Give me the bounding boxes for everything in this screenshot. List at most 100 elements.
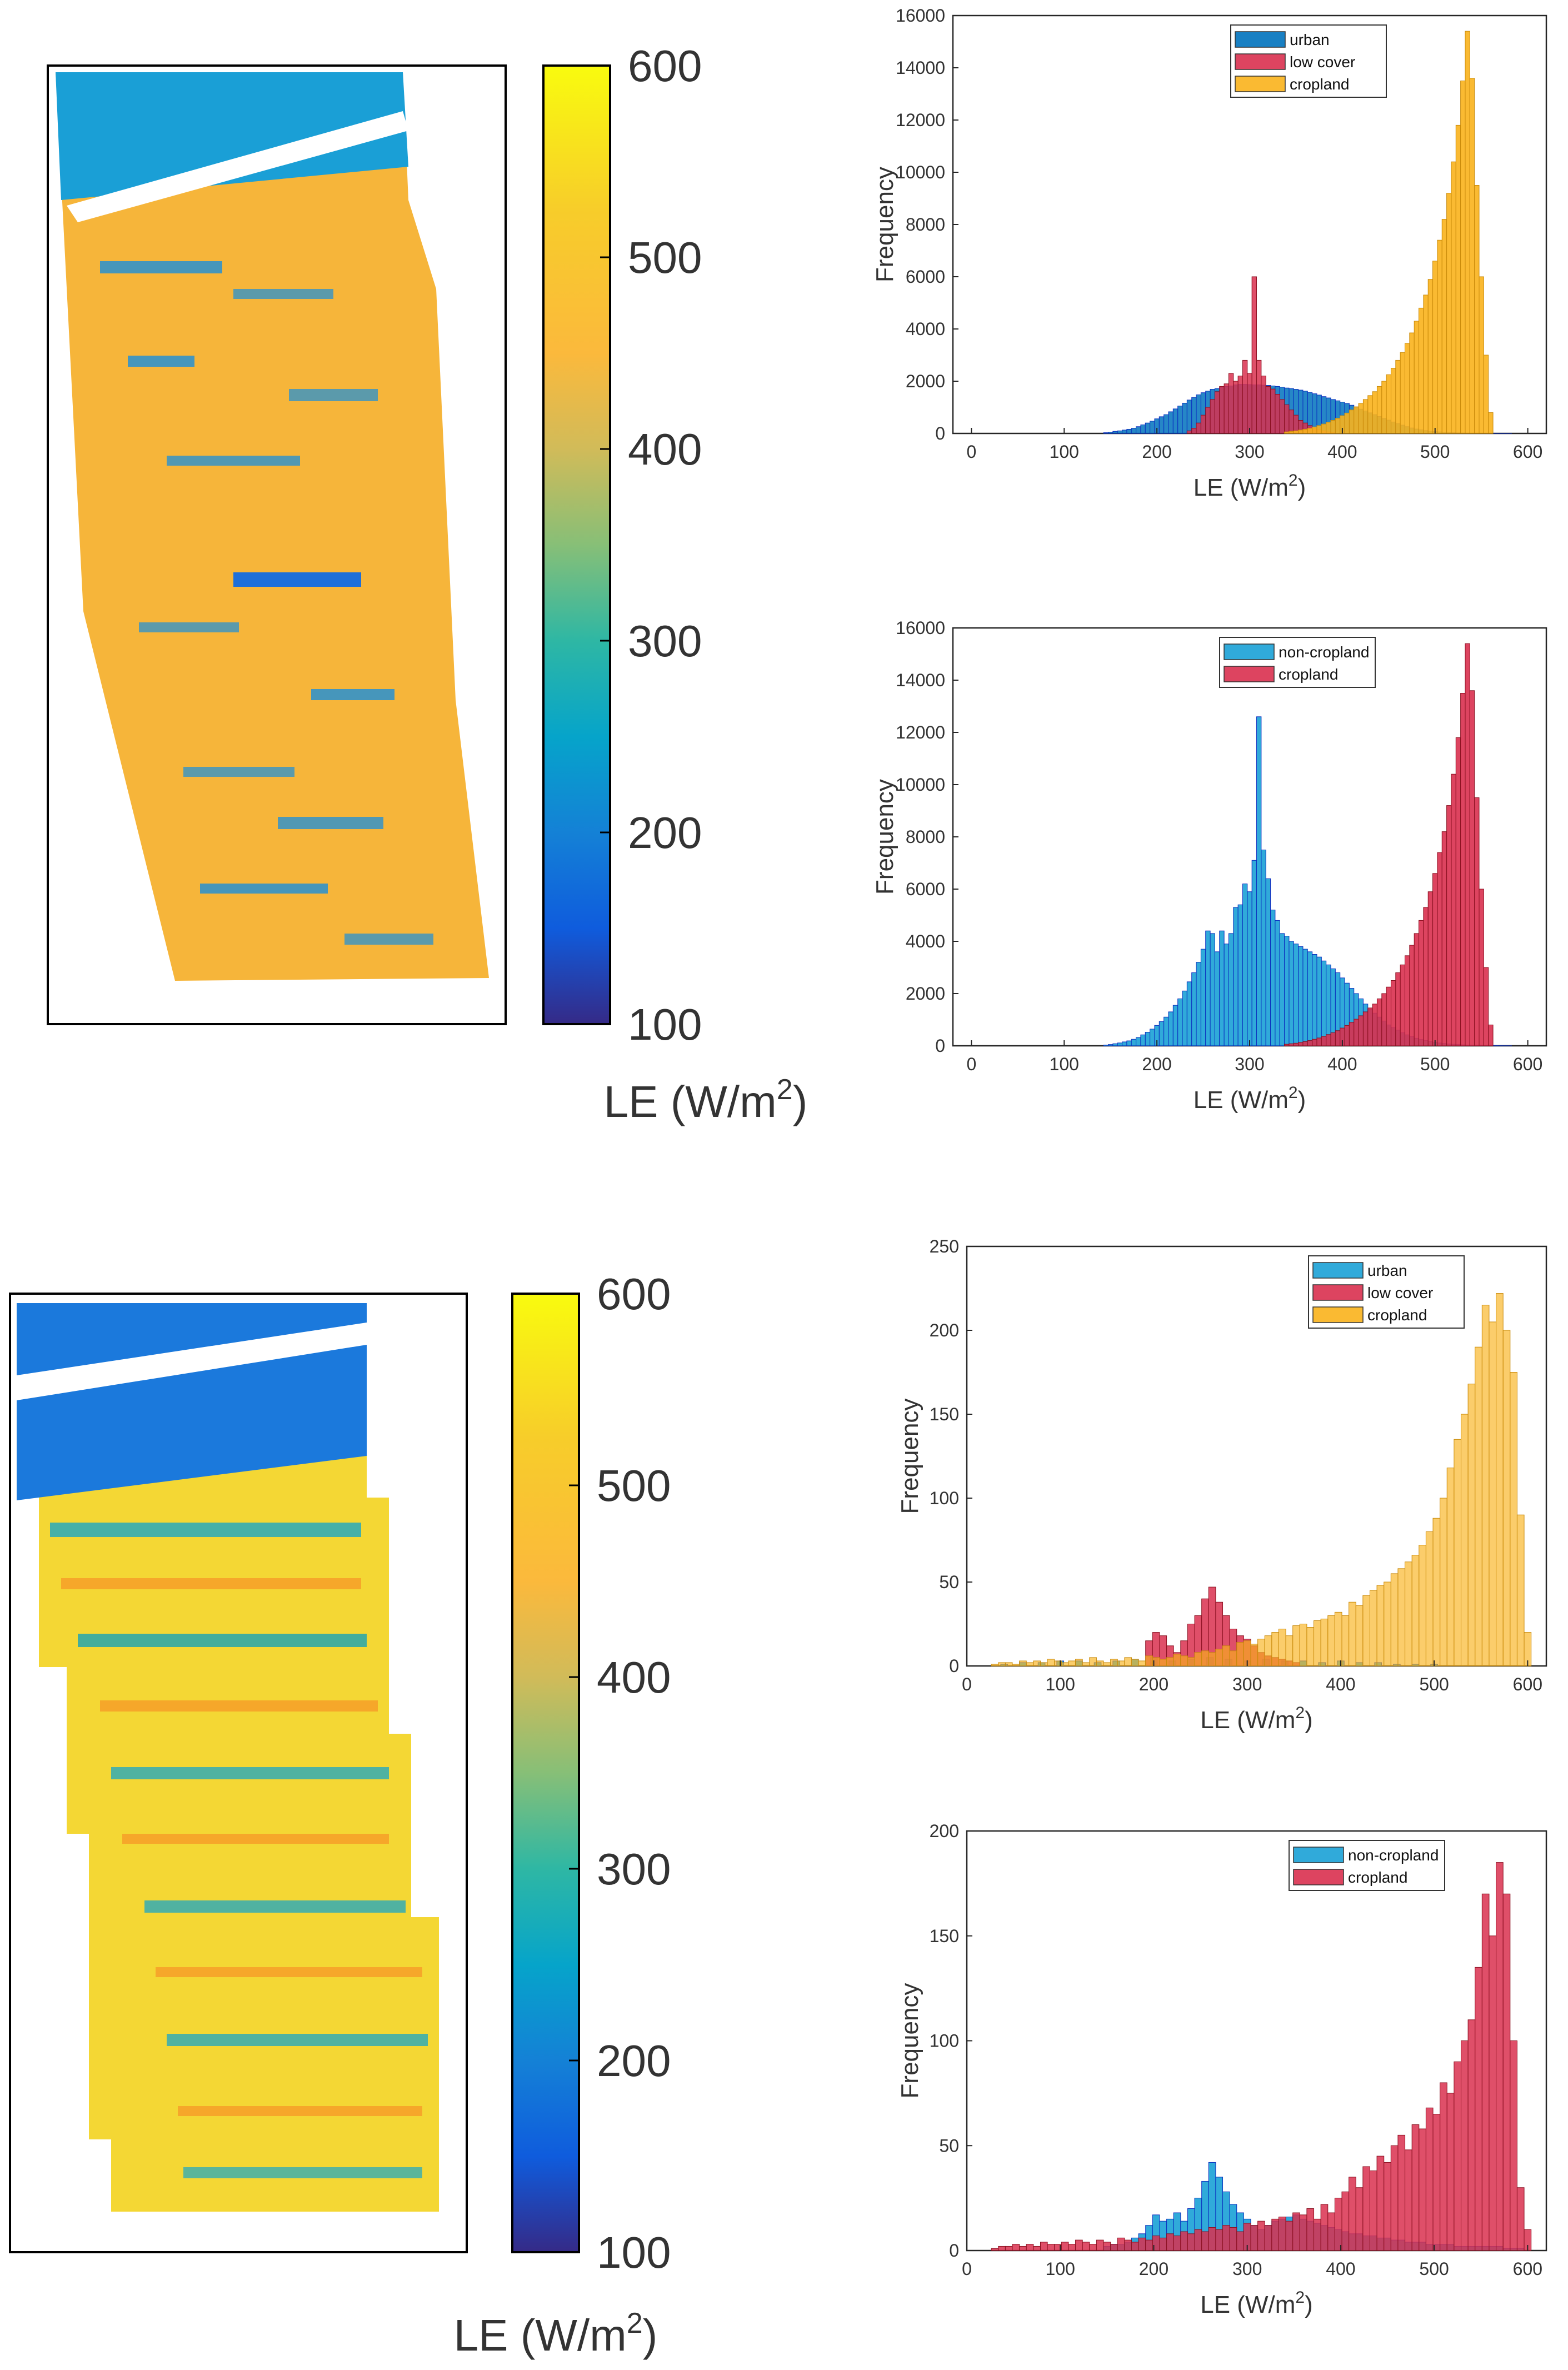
histogram-bar (1483, 355, 1489, 434)
histogram-bar (1454, 2061, 1461, 2251)
y-tick-label: 2000 (906, 984, 945, 1004)
histogram-bar (1061, 2242, 1069, 2251)
histogram-bar (1320, 2204, 1329, 2251)
histogram-bar (1166, 2233, 1174, 2251)
histogram-bar (1168, 411, 1173, 434)
x-axis-label: LE (W/m2) (1200, 1704, 1312, 1734)
histogram-bar (1326, 964, 1331, 1046)
x-tick-label: 200 (1139, 2259, 1168, 2279)
histogram-bar (1186, 981, 1192, 1046)
legend-swatch (1224, 643, 1275, 660)
histogram-bar (1168, 1011, 1173, 1046)
histogram-bar (1140, 1034, 1146, 1046)
histogram-bar (1191, 428, 1197, 434)
histogram-bar (1047, 1659, 1055, 1667)
histogram-bar (1386, 986, 1391, 1046)
series-non-cropland (1103, 716, 1512, 1046)
histogram-bar (1489, 1321, 1497, 1667)
histogram-bar (1409, 332, 1415, 434)
histogram-bar (1349, 1601, 1356, 1667)
legend-swatch (1293, 1869, 1344, 1885)
histogram-bar (1082, 2242, 1090, 2251)
histogram-bar (1376, 1585, 1385, 1667)
legend-swatch (1235, 53, 1286, 70)
histogram-bar (1358, 403, 1364, 434)
histogram-bar (1131, 428, 1137, 434)
histogram-bar (1474, 185, 1480, 434)
histogram-bar (1284, 936, 1290, 1046)
histogram-bar (1096, 2239, 1104, 2251)
y-axis-label: Frequency (896, 1399, 923, 1514)
histogram-bar (1228, 933, 1234, 1046)
histogram-bar (1180, 1655, 1188, 1667)
histogram-bar (1117, 430, 1123, 434)
histogram-bar (1131, 1039, 1137, 1046)
histogram-bar (1376, 998, 1382, 1046)
histogram-bar (1219, 930, 1225, 1046)
x-tick-label: 600 (1513, 442, 1542, 462)
histogram-bar (1312, 1039, 1317, 1046)
histogram-bar (1229, 2227, 1237, 2251)
histogram-bar (1293, 1042, 1299, 1046)
histogram-bar (1284, 431, 1290, 434)
histogram-bar (1005, 2246, 1013, 2251)
x-tick-label: 200 (1142, 442, 1171, 462)
histogram-bar (1289, 431, 1294, 434)
x-tick-label: 600 (1513, 2259, 1542, 2279)
histogram-bar (1367, 395, 1373, 434)
histogram-bar (1367, 1007, 1373, 1046)
y-tick-label: 14000 (896, 58, 945, 78)
histogram-bar (1196, 422, 1201, 434)
y-axis-label: Frequency (871, 167, 898, 282)
histogram-bar (1349, 1022, 1355, 1046)
histogram-bar (1256, 360, 1262, 434)
histogram-bar (1405, 343, 1410, 434)
histogram-bar (1210, 399, 1215, 434)
histogram-bar (1124, 1657, 1132, 1667)
legend-swatch (1312, 1306, 1364, 1323)
y-tick-label: 10000 (896, 162, 945, 182)
histogram-bar (1455, 737, 1461, 1046)
histogram-bar (1467, 2019, 1476, 2251)
histogram-bar (1285, 1635, 1294, 1667)
histogram-bar (1012, 2244, 1020, 2251)
histogram-bar (1110, 2244, 1118, 2251)
histogram-bar (1247, 891, 1252, 1046)
y-tick-label: 150 (930, 1404, 959, 1424)
histogram-bar (1257, 2221, 1265, 2251)
map-image-2 (9, 1293, 468, 2253)
histogram-bar (1372, 1004, 1377, 1046)
histogram-bar (1237, 904, 1243, 1046)
histogram-bar (1369, 2171, 1377, 2251)
colorbar-2 (511, 1293, 580, 2253)
map-field-1 (56, 72, 489, 981)
histogram-bar (1138, 2237, 1146, 2251)
histogram-bar (1293, 430, 1299, 434)
histogram-bar (1265, 386, 1271, 434)
histogram-bar (1355, 1605, 1364, 1667)
histogram-bar (1489, 1935, 1497, 2251)
histogram-bar (1075, 1659, 1083, 1667)
histogram-bar (1117, 1042, 1123, 1046)
histogram-bar (1376, 2156, 1385, 2251)
colorbar-tick-label: 100 (628, 1000, 702, 1049)
histogram-bar (1423, 907, 1429, 1046)
histogram-bar (1145, 422, 1151, 434)
histogram-bar (1224, 383, 1229, 434)
histogram-bar (1321, 1036, 1327, 1046)
x-axis-label: LE (W/m2) (1200, 2288, 1312, 2318)
histogram-bar (1460, 2040, 1469, 2251)
histogram-bar (1362, 2166, 1370, 2251)
histogram-bar (1427, 891, 1434, 1046)
histogram-bar (1264, 1635, 1272, 1667)
histogram-bar (1446, 2093, 1455, 2251)
histogram-bar (1299, 1624, 1307, 1667)
histogram-bar (1451, 161, 1456, 434)
histogram-bar (1419, 307, 1424, 434)
histogram-bar (1191, 972, 1197, 1046)
histogram-bar (1265, 878, 1271, 1046)
y-tick-label: 50 (939, 1572, 959, 1592)
histogram-bar (1397, 2134, 1406, 2251)
histogram-bar (1289, 941, 1294, 1046)
histogram-bar (1405, 1561, 1412, 1667)
